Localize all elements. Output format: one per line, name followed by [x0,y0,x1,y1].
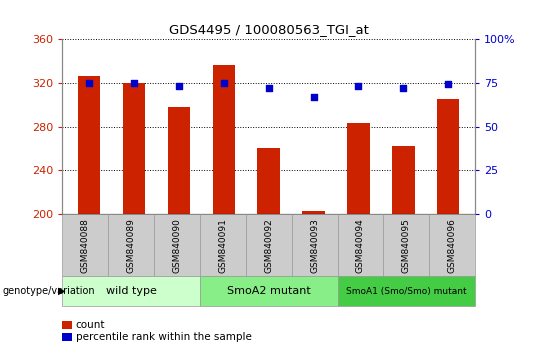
Point [444,82,453,87]
Bar [437,99,460,214]
Text: SmoA1 (Smo/Smo) mutant: SmoA1 (Smo/Smo) mutant [346,287,467,296]
Text: GSM840092: GSM840092 [264,218,273,273]
Bar [258,148,280,214]
Text: count: count [76,320,105,330]
Point [265,85,273,91]
Point [219,80,228,86]
Point [399,85,408,91]
Text: GSM840095: GSM840095 [402,218,411,273]
Text: ▶: ▶ [58,286,66,296]
Text: GSM840091: GSM840091 [218,218,227,273]
Text: percentile rank within the sample: percentile rank within the sample [76,332,252,342]
Text: genotype/variation: genotype/variation [3,286,96,296]
Bar [213,65,235,214]
Bar [392,146,415,214]
Point [354,84,363,89]
Bar [347,123,370,214]
Point [85,80,93,86]
Point [309,94,318,99]
Text: GSM840090: GSM840090 [172,218,181,273]
Text: GSM840093: GSM840093 [310,218,319,273]
Title: GDS4495 / 100080563_TGI_at: GDS4495 / 100080563_TGI_at [168,23,369,36]
Bar [78,76,100,214]
Text: GSM840096: GSM840096 [448,218,457,273]
Bar [302,211,325,214]
Bar [167,107,190,214]
Point [174,84,183,89]
Bar [123,83,145,214]
Point [130,80,138,86]
Text: wild type: wild type [105,286,157,296]
Text: GSM840088: GSM840088 [80,218,90,273]
Text: SmoA2 mutant: SmoA2 mutant [227,286,310,296]
Text: GSM840089: GSM840089 [126,218,136,273]
Text: GSM840094: GSM840094 [356,218,365,273]
